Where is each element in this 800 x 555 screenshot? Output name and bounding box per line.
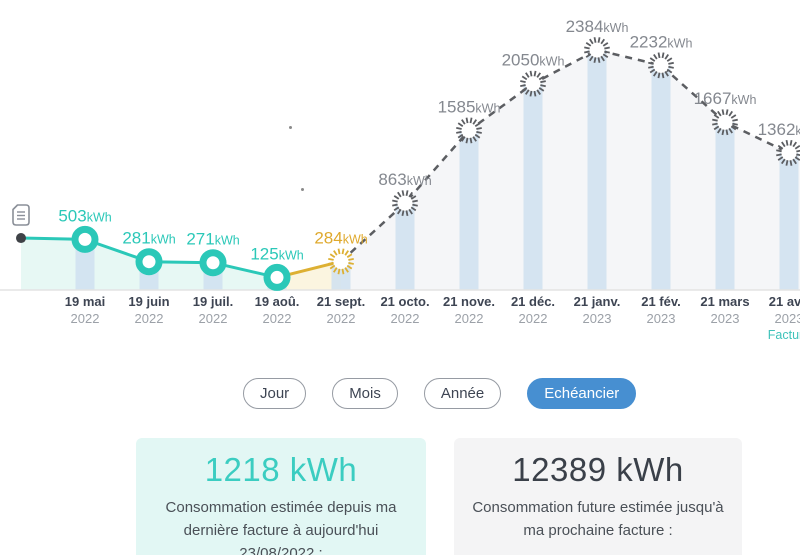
invoice-icon xyxy=(12,204,30,226)
tab-annee[interactable]: Année xyxy=(423,378,502,409)
svg-text:21 avr.: 21 avr. xyxy=(769,294,800,309)
svg-text:21 fév.: 21 fév. xyxy=(641,294,681,309)
tab-echeancier[interactable]: Echéancier xyxy=(527,378,637,409)
past-consumption-text: Consommation estimée depuis ma dernière … xyxy=(165,499,397,555)
svg-text:Facture: Facture xyxy=(768,328,800,342)
svg-text:2232kWh: 2232kWh xyxy=(630,32,693,51)
future-consumption-value: 12389 kWh xyxy=(512,451,684,488)
svg-text:21 mars: 21 mars xyxy=(700,294,749,309)
svg-text:2022: 2022 xyxy=(263,311,292,326)
svg-text:2023: 2023 xyxy=(647,311,676,326)
consumption-chart[interactable]: 503kWh 281kWh 271kWh 125kWh 284kWh 863kWh 1585… xyxy=(0,0,800,345)
svg-text:2384kWh: 2384kWh xyxy=(566,17,629,36)
svg-text:19 aoû.: 19 aoû. xyxy=(255,294,300,309)
tab-mois[interactable]: Mois xyxy=(332,378,398,409)
summary-cards: 1218 kWh Consommation estimée depuis ma … xyxy=(136,438,800,555)
svg-text:21 sept.: 21 sept. xyxy=(317,294,365,309)
speck-dot xyxy=(301,188,304,191)
svg-text:2022: 2022 xyxy=(519,311,548,326)
svg-text:2023: 2023 xyxy=(711,311,740,326)
svg-text:863kWh: 863kWh xyxy=(378,170,431,189)
svg-text:2050kWh: 2050kWh xyxy=(502,51,565,70)
past-consumption-value: 1218 kWh xyxy=(204,451,358,488)
svg-text:21 nove.: 21 nove. xyxy=(443,294,495,309)
svg-text:281kWh: 281kWh xyxy=(122,229,175,248)
tab-jour[interactable]: Jour xyxy=(243,378,307,409)
svg-text:21 déc.: 21 déc. xyxy=(511,294,555,309)
svg-text:2022: 2022 xyxy=(455,311,484,326)
svg-text:2023: 2023 xyxy=(775,311,800,326)
svg-text:19 juin: 19 juin xyxy=(128,294,169,309)
svg-text:2022: 2022 xyxy=(135,311,164,326)
svg-text:19 juil.: 19 juil. xyxy=(193,294,233,309)
future-consumption-card: 12389 kWh Consommation future estimée ju… xyxy=(454,438,742,555)
consumption-chart-svg[interactable]: 503kWh 281kWh 271kWh 125kWh 284kWh 863kWh 1585… xyxy=(0,0,800,345)
svg-text:21 octo.: 21 octo. xyxy=(380,294,429,309)
svg-text:2022: 2022 xyxy=(391,311,420,326)
svg-text:2022: 2022 xyxy=(199,311,228,326)
svg-text:125kWh: 125kWh xyxy=(250,244,303,263)
speck-dot xyxy=(289,126,292,129)
future-consumption-text: Consommation future estimée jusqu'à ma p… xyxy=(472,499,724,539)
svg-text:284kWh: 284kWh xyxy=(314,228,367,247)
svg-text:2022: 2022 xyxy=(327,311,356,326)
svg-text:271kWh: 271kWh xyxy=(186,230,239,249)
svg-text:19 mai: 19 mai xyxy=(65,294,105,309)
svg-text:2022: 2022 xyxy=(71,311,100,326)
svg-text:1585kWh: 1585kWh xyxy=(438,97,501,116)
svg-text:503kWh: 503kWh xyxy=(58,206,111,225)
svg-text:21 janv.: 21 janv. xyxy=(574,294,621,309)
svg-text:1362kWh: 1362kWh xyxy=(758,120,800,139)
svg-text:2023: 2023 xyxy=(583,311,612,326)
view-toggle-group: Jour Mois Année Echéancier xyxy=(243,378,800,409)
svg-text:1667kWh: 1667kWh xyxy=(694,89,757,108)
past-consumption-card: 1218 kWh Consommation estimée depuis ma … xyxy=(136,438,426,555)
